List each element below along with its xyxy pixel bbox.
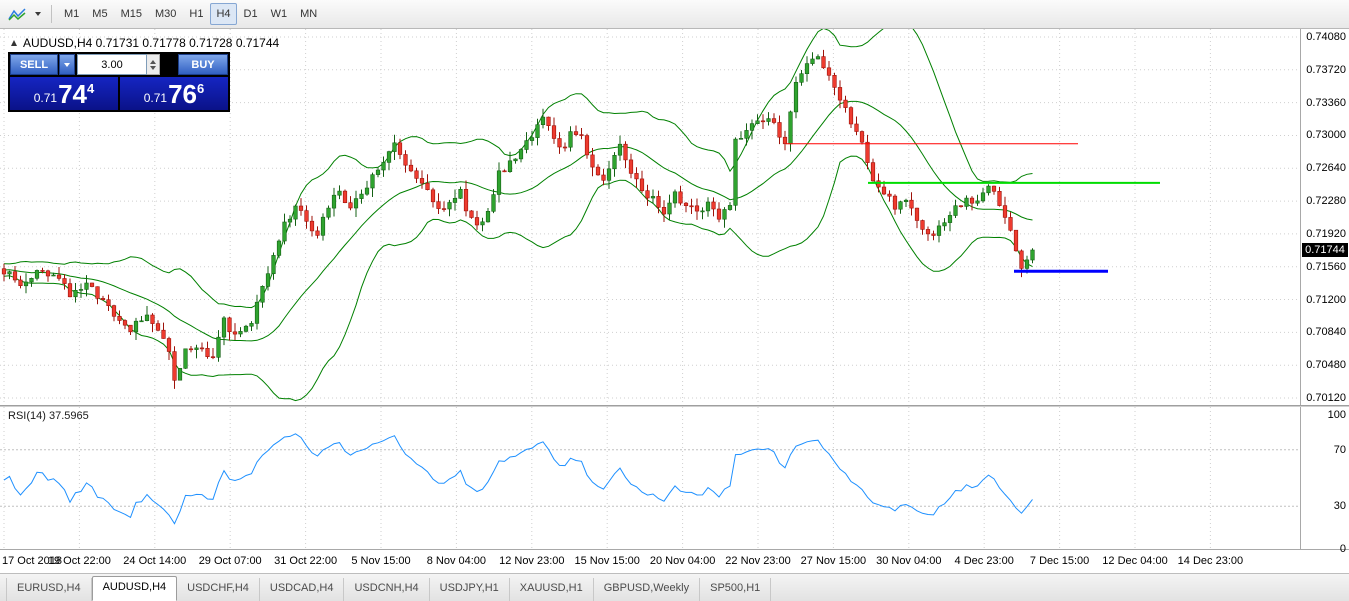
chart-tab-gbpusd-weekly[interactable]: GBPUSD,Weekly (594, 578, 701, 601)
chart-title-text: AUDUSD,H4 0.71731 0.71778 0.71728 0.7174… (23, 36, 280, 50)
timeframe-toolbar: M1 M5 M15 M30 H1 H4 D1 W1 MN (0, 0, 1349, 29)
main-chart-panel[interactable]: AUDUSD,H4 0.71731 0.71778 0.71728 0.7174… (0, 29, 1300, 405)
price-axis[interactable]: 0.74080 0.73720 0.73360 0.73000 0.72640 0.722… (1300, 29, 1349, 555)
buy-price-big: 76 (168, 78, 198, 109)
price-axis-label: 0.73720 (1306, 64, 1346, 76)
time-axis-label: 27 Nov 15:00 (800, 555, 867, 567)
timeframe-button-m30[interactable]: M30 (154, 8, 177, 20)
buy-price-prefix: 0.71 (143, 90, 168, 105)
spin-up-icon (150, 59, 156, 64)
chart-tab-sp500-h1[interactable]: SP500,H1 (700, 578, 772, 601)
sell-price-prefix: 0.71 (33, 90, 58, 105)
price-axis-label: 0.73000 (1306, 129, 1346, 141)
current-price-badge: 0.71744 (1302, 243, 1348, 257)
price-axis-label: 0.71560 (1306, 261, 1346, 273)
one-click-price-row: 0.71 74 4 0.71 76 6 (10, 77, 228, 110)
buy-price-box[interactable]: 0.71 76 6 (120, 77, 228, 110)
time-axis-label: 12 Nov 23:00 (499, 555, 565, 567)
sell-price-box[interactable]: 0.71 74 4 (10, 77, 118, 110)
price-axis-label: 0.70120 (1306, 392, 1346, 404)
toolbar-separator (51, 5, 52, 23)
chart-tabs-bar: EURUSD,H4 AUDUSD,H4 USDCHF,H4 USDCAD,H4 USDC… (0, 573, 1349, 601)
spin-down-icon (150, 65, 156, 70)
panel-splitter[interactable] (0, 405, 1349, 407)
time-axis-label: 14 Dec 23:00 (1177, 555, 1244, 567)
zigzag-chart-icon (8, 8, 26, 21)
timeframe-button-h1[interactable]: H1 (189, 8, 204, 20)
chart-tab-eurusd-h4[interactable]: EURUSD,H4 (6, 578, 92, 601)
indicators-button[interactable] (4, 3, 30, 25)
rsi-label: RSI(14) 37.5965 (8, 410, 89, 422)
chart-title: AUDUSD,H4 0.71731 0.71778 0.71728 0.7174… (10, 36, 279, 50)
time-axis-label: 17 Oct 2018 (2, 555, 62, 567)
rsi-axis-label: 30 (1333, 500, 1346, 512)
time-axis-label: 24 Oct 14:00 (123, 555, 187, 567)
chart-tab-usdchf-h4[interactable]: USDCHF,H4 (177, 578, 260, 601)
price-axis-label: 0.71200 (1306, 294, 1346, 306)
caret-down-icon (64, 62, 70, 67)
drawn-objects (786, 143, 1160, 273)
rsi-axis-label: 100 (1327, 409, 1346, 421)
one-click-trading-panel: SELL BUY 0.71 74 4 (8, 52, 230, 112)
caret-down-icon (34, 12, 41, 16)
time-axis-label: 15 Nov 15:00 (574, 555, 640, 567)
time-axis-label: 19 Oct 22:00 (47, 555, 111, 567)
time-axis-label: 7 Dec 15:00 (1029, 555, 1090, 567)
timeframe-button-d1[interactable]: D1 (243, 8, 258, 20)
one-click-top-row: SELL BUY (10, 54, 228, 75)
rsi-chart (0, 407, 1300, 549)
time-axis-label: 12 Dec 04:00 (1102, 555, 1168, 567)
time-axis-label: 29 Oct 07:00 (198, 555, 262, 567)
buy-button[interactable]: BUY (178, 54, 228, 75)
rsi-line (3, 433, 1033, 525)
time-axis-label: 5 Nov 15:00 (351, 555, 411, 567)
timeframe-button-m1[interactable]: M1 (64, 8, 80, 20)
rsi-axis-label: 70 (1333, 444, 1346, 456)
timeframe-button-w1[interactable]: W1 (270, 8, 288, 20)
rsi-panel[interactable]: RSI(14) 37.5965 (0, 407, 1300, 549)
candles (1, 49, 1035, 389)
sell-button[interactable]: SELL (10, 54, 58, 75)
timeframe-button-m15[interactable]: M15 (120, 8, 142, 20)
buy-price-sup: 6 (197, 81, 205, 96)
price-axis-label: 0.72640 (1306, 162, 1346, 174)
sell-price-sup: 4 (87, 81, 95, 96)
time-axis-label: 22 Nov 23:00 (725, 555, 791, 567)
chart-tab-usdcnh-h4[interactable]: USDCNH,H4 (344, 578, 430, 601)
time-axis-label: 30 Nov 04:00 (876, 555, 942, 567)
rsi-grid (0, 407, 1300, 549)
chart-tab-usdjpy-h1[interactable]: USDJPY,H1 (430, 578, 510, 601)
time-axis-label: 4 Dec 23:00 (954, 555, 1014, 567)
rsi-axis-label: 0 (1339, 543, 1346, 555)
order-type-dropdown[interactable] (59, 54, 75, 75)
chart-tab-audusd-h4[interactable]: AUDUSD,H4 (91, 576, 178, 601)
volume-spinner[interactable] (147, 54, 160, 75)
toolbar-dropdown-button[interactable] (30, 3, 45, 25)
chart-tab-xauusd-h1[interactable]: XAUUSD,H1 (510, 578, 594, 601)
time-axis-label: 20 Nov 04:00 (649, 555, 716, 567)
chart-tab-usdcad-h4[interactable]: USDCAD,H4 (260, 578, 345, 601)
price-axis-label: 0.72280 (1306, 195, 1346, 207)
timeframe-buttons-group: M1 M5 M15 M30 H1 H4 D1 W1 MN (58, 3, 324, 25)
timeframe-button-m5[interactable]: M5 (92, 8, 108, 20)
time-axis-label: 8 Nov 04:00 (426, 555, 487, 567)
price-axis-label: 0.70480 (1306, 359, 1346, 371)
price-axis-label: 0.73360 (1306, 97, 1346, 109)
volume-control (77, 54, 160, 75)
price-axis-label: 0.71920 (1306, 228, 1346, 240)
candlestick-chart[interactable] (0, 29, 1300, 405)
price-axis-label: 0.74080 (1306, 31, 1346, 43)
timeframe-button-h4[interactable]: H4 (210, 3, 237, 25)
price-axis-label: 0.70840 (1306, 326, 1346, 338)
timeframe-button-mn[interactable]: MN (300, 8, 318, 20)
time-axis[interactable]: 17 Oct 2018 19 Oct 22:00 24 Oct 14:00 29 Oc… (0, 549, 1349, 573)
sell-price-big: 74 (58, 78, 88, 109)
volume-input[interactable] (77, 54, 147, 75)
time-axis-label: 31 Oct 22:00 (274, 555, 338, 567)
symbol-marker-icon (11, 40, 17, 46)
